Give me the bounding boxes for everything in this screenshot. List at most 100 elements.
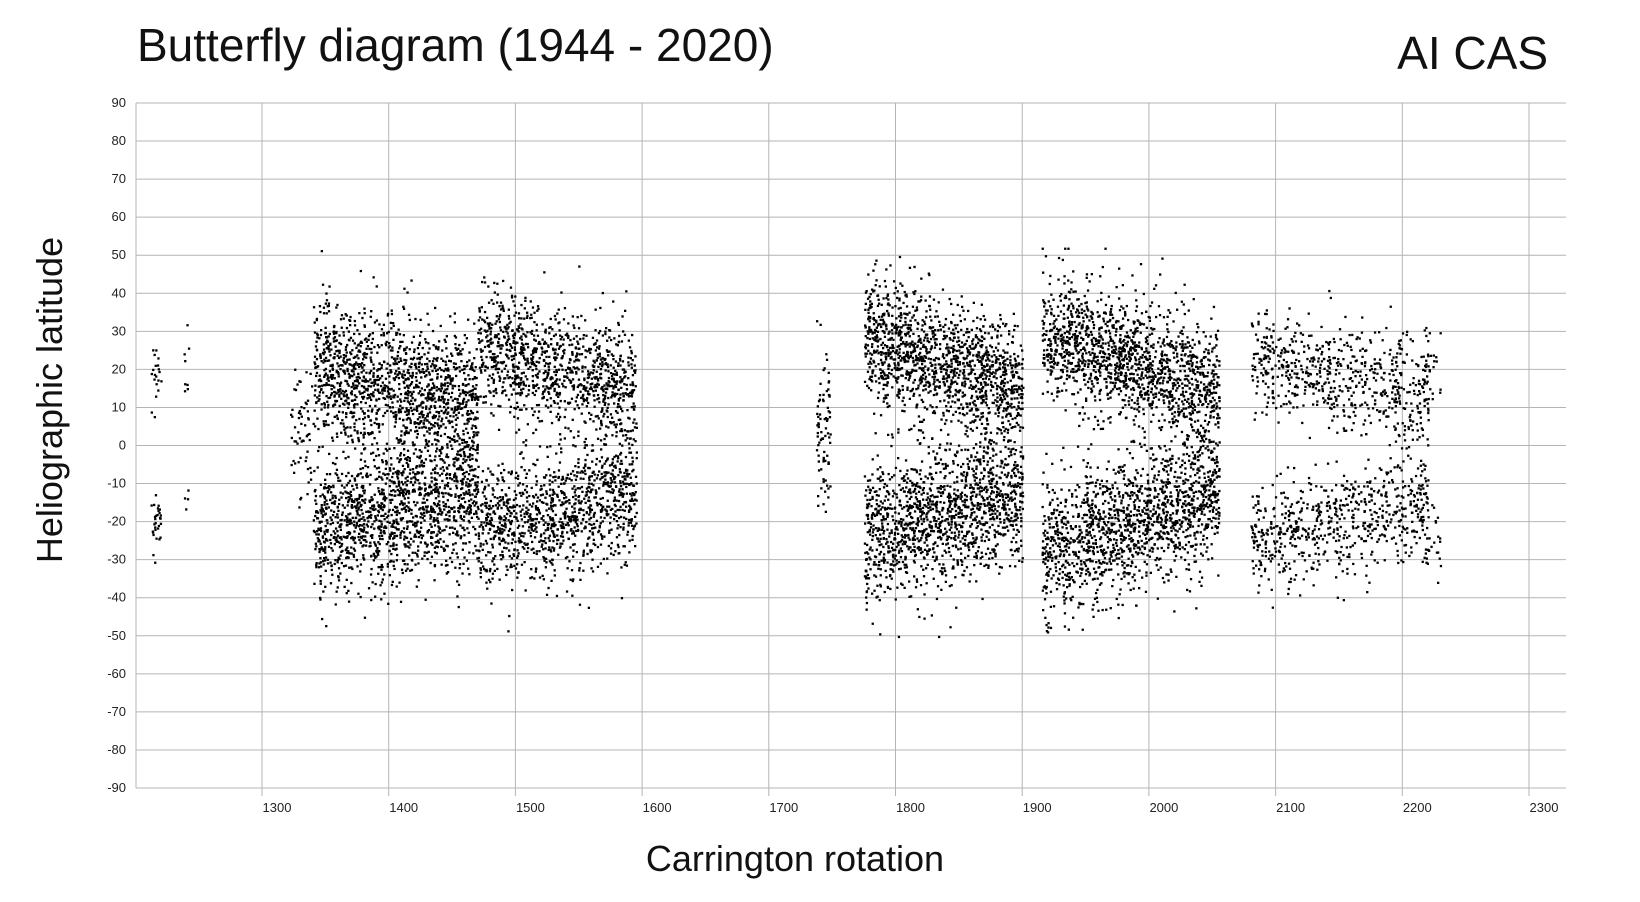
sunspot-point [423,489,427,492]
sunspot-point [441,472,444,475]
chart-title: Butterfly diagram (1944 - 2020) [137,19,774,71]
sunspot-point [446,355,449,358]
sunspot-point [630,366,633,369]
sunspot-point [474,528,477,531]
sunspot-point [403,497,406,500]
sunspot-point [434,364,437,367]
sunspot-point [548,362,552,365]
sunspot-point [601,407,604,410]
sunspot-point [313,409,316,412]
sunspot-point [492,414,495,417]
sunspot-point [630,482,633,485]
sunspot-point [397,470,401,473]
sunspot-point [314,548,317,551]
sunspot-point [483,276,486,279]
sunspot-point [320,520,323,523]
sunspot-point [609,491,613,494]
sunspot-point [615,423,618,426]
sunspot-point [345,536,348,539]
sunspot-point [416,429,419,432]
sunspot-point [496,355,499,358]
sunspot-point [364,380,367,383]
sunspot-point [378,430,381,433]
sunspot-point [602,484,605,487]
sunspot-point [364,498,367,501]
sunspot-point [490,337,493,340]
sunspot-point [458,567,461,570]
sunspot-point [604,433,607,436]
sunspot-point [345,399,348,402]
sunspot-point [313,490,316,493]
sunspot-point [380,581,384,584]
sunspot-point [547,406,550,409]
sunspot-point [476,481,479,484]
sunspot-point [575,519,578,522]
sunspot-point [307,418,310,421]
sunspot-point [530,362,534,366]
sunspot-point [436,373,439,376]
sunspot-point [611,416,614,419]
sunspot-point [419,404,422,407]
sunspot-point [402,370,405,373]
sunspot-point [453,435,456,438]
sunspot-point [550,384,553,387]
sunspot-point [555,370,558,374]
sunspot-point [421,470,424,474]
sunspot-point [300,415,303,418]
sunspot-point [485,501,488,505]
sunspot-point [357,525,361,528]
sunspot-point [356,384,359,387]
sunspot-point [389,371,392,374]
sunspot-point [546,398,549,402]
sunspot-point [488,519,492,522]
sunspot-point [401,464,405,467]
sunspot-point [430,505,433,508]
sunspot-point [536,334,540,337]
sunspot-point [462,542,465,545]
sunspot-point [614,510,617,513]
sunspot-point [324,302,327,305]
sunspot-point [582,393,585,397]
sunspot-point [402,470,405,473]
sunspot-point [351,349,354,352]
sunspot-point [429,392,432,395]
sunspot-point [457,434,460,438]
sunspot-point [460,487,463,491]
sunspot-point [458,507,462,510]
sunspot-point [607,354,610,357]
sunspot-point [414,525,417,528]
sunspot-point [360,494,363,498]
sunspot-point [470,363,474,366]
sunspot-point [379,377,382,380]
sunspot-point [414,535,418,538]
sunspot-point [440,458,443,461]
sunspot-point [385,497,388,500]
x-tick-label: 1500 [516,800,545,815]
sunspot-point [625,388,629,391]
sunspot-point [520,335,523,338]
sunspot-point [534,493,538,496]
sunspot-point [468,491,471,494]
sunspot-point [543,379,547,382]
sunspot-point [489,567,492,571]
sunspot-point [370,598,373,602]
sunspot-point [468,453,472,456]
sunspot-point [591,460,594,463]
sunspot-point [335,432,339,435]
sunspot-point [514,383,517,386]
sunspot-point [483,567,486,571]
sunspot-point [551,377,554,380]
sunspot-point [467,455,470,459]
sunspot-point [152,368,155,372]
sunspot-point [619,453,622,456]
sunspot-point [442,501,445,504]
sunspot-point [498,532,501,535]
sunspot-point [602,481,606,484]
sunspot-point [493,336,497,339]
sunspot-point [419,334,422,337]
sunspot-point [352,488,355,491]
sunspot-point [423,363,427,366]
sunspot-point [584,444,587,447]
sunspot-point [431,443,434,446]
sunspot-point [384,342,387,345]
